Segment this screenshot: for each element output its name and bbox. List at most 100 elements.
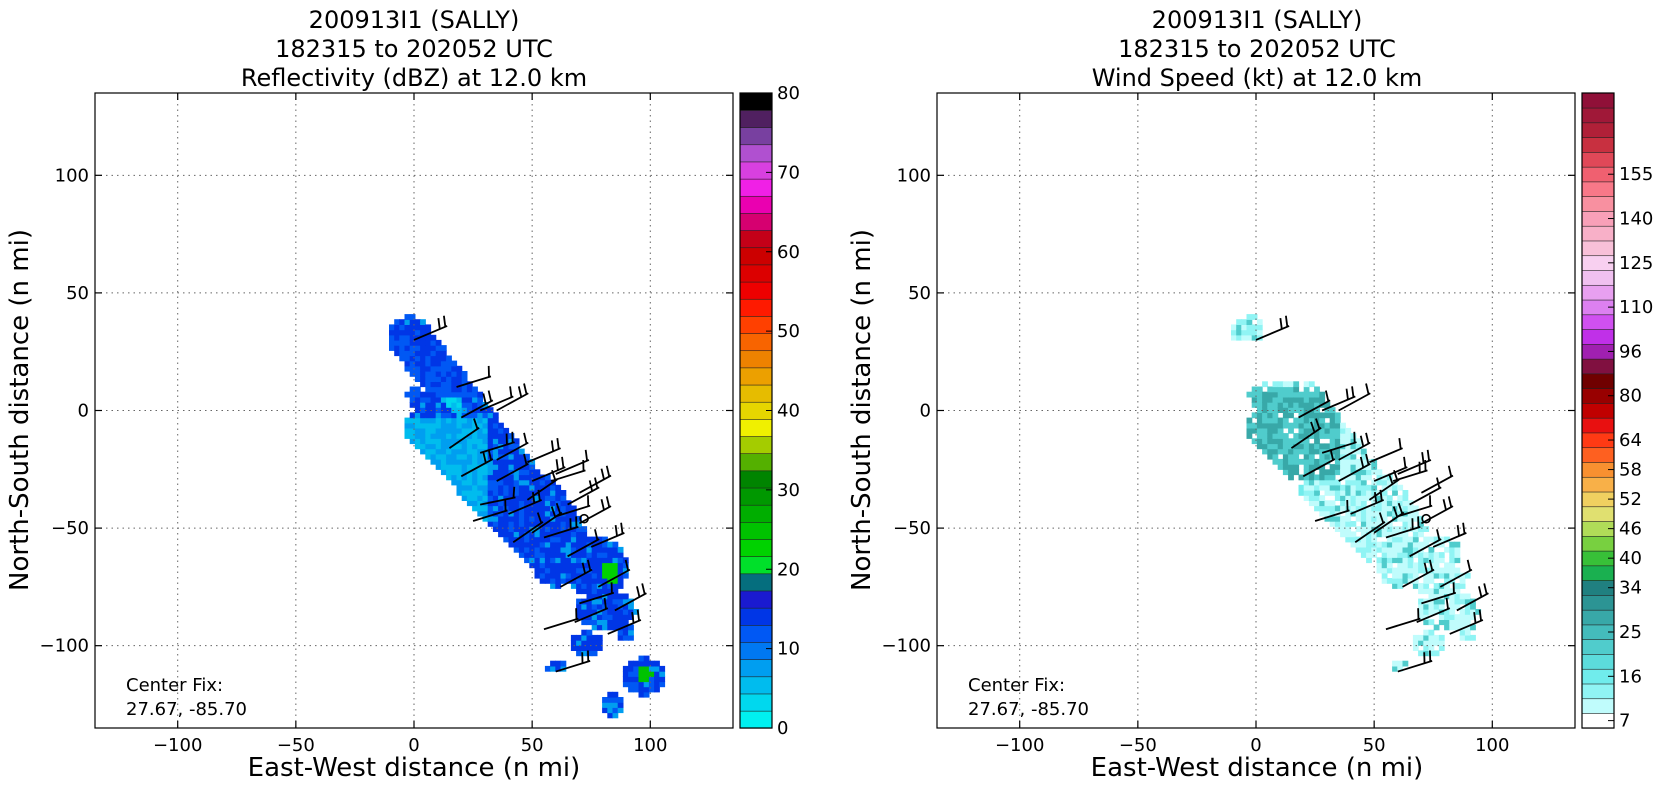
right-field-cell: [1355, 438, 1362, 445]
left-field-cell: [570, 536, 577, 543]
left-colorbar-bin: [739, 264, 773, 283]
left-field-cell: [529, 515, 536, 522]
left-field-cell: [409, 355, 416, 362]
left-field-cell: [477, 474, 484, 481]
left-field-cell: [586, 593, 593, 600]
left-field-cell: [612, 691, 619, 698]
left-field-cell: [482, 469, 489, 476]
right-field-cell: [1272, 417, 1279, 424]
left-field-cell: [492, 438, 499, 445]
left-wind-barb: [578, 465, 612, 494]
left-field-cell: [435, 412, 442, 419]
right-field-cell: [1371, 484, 1378, 491]
left-field-cell: [586, 557, 593, 564]
left-field-cell: [581, 640, 588, 646]
left-field-cell: [461, 448, 468, 455]
left-field-cell: [513, 526, 520, 532]
right-field-cell: [1298, 427, 1305, 434]
left-field-cell: [638, 665, 645, 672]
left-field-cell: [456, 386, 463, 393]
left-field-cell: [550, 526, 556, 532]
right-field-cell: [1251, 386, 1258, 393]
left-field-cell: [472, 464, 478, 470]
left-field-cell: [425, 350, 432, 357]
left-field-cell: [430, 350, 437, 357]
left-field-cell: [570, 546, 577, 553]
right-field-cell: [1407, 510, 1414, 517]
left-field-cell: [550, 567, 556, 574]
left-field-cell: [466, 443, 473, 450]
right-field-cell: [1407, 557, 1414, 564]
left-field-cell: [617, 567, 624, 574]
right-colorbar-tick-label: 155: [1619, 164, 1653, 185]
right-field-cell: [1360, 453, 1367, 460]
right-field-cell: [1288, 412, 1294, 419]
left-field-cell: [513, 438, 520, 445]
right-field-cell: [1319, 495, 1326, 501]
left-field-cell: [498, 531, 504, 538]
right-field-cell: [1246, 422, 1253, 429]
left-field-cell: [508, 464, 515, 470]
right-wind-barb: [1338, 432, 1371, 461]
left-wind-barb: [508, 489, 543, 515]
right-field-cell: [1376, 567, 1383, 574]
left-field-cell: [570, 557, 577, 564]
left-field-cell: [503, 448, 510, 455]
right-colorbar-tick-label: 16: [1619, 666, 1642, 687]
right-field-cell: [1288, 453, 1294, 460]
left-field-cell: [487, 458, 494, 465]
left-field-cell: [550, 546, 556, 553]
right-field-cell: [1402, 546, 1409, 553]
left-field-cell: [612, 712, 619, 719]
left-field-cell: [612, 598, 619, 605]
left-field-cell: [409, 339, 416, 346]
left-colorbar-bin: [739, 556, 773, 575]
right-field-cell: [1350, 464, 1357, 470]
left-field-cell: [555, 484, 562, 491]
right-field-cell: [1256, 324, 1263, 331]
left-field-cell: [389, 339, 395, 346]
left-field-cell: [482, 453, 489, 460]
left-field-cell: [451, 448, 458, 455]
left-field-cell: [529, 469, 536, 476]
right-field-cell: [1329, 438, 1336, 445]
left-colorbar-bin: [739, 435, 773, 454]
right-field-cell: [1303, 417, 1310, 424]
right-field-cell: [1366, 536, 1372, 543]
left-field-cell: [638, 655, 645, 662]
right-field-cell: [1288, 386, 1294, 393]
left-field-cell: [555, 495, 562, 501]
right-field-cell: [1423, 640, 1430, 646]
left-field-cell: [513, 479, 520, 486]
left-field-cell: [404, 422, 411, 429]
left-field-cell: [576, 588, 582, 595]
left-field-cell: [659, 665, 666, 672]
right-field-cell: [1459, 593, 1466, 600]
left-field-cell: [513, 495, 520, 501]
right-field-cell: [1308, 433, 1315, 439]
right-wind-barb: [1421, 582, 1457, 605]
right-field-cell: [1319, 427, 1326, 434]
left-field-cell: [539, 562, 546, 569]
left-field-cell: [555, 567, 562, 574]
right-field-cell: [1345, 510, 1352, 517]
left-field-cell: [425, 433, 432, 439]
left-field-cell: [524, 474, 530, 481]
left-field-cell: [565, 557, 572, 564]
right-field-cell: [1433, 567, 1440, 574]
right-field-cell: [1438, 588, 1445, 595]
right-field-cell: [1412, 567, 1419, 574]
left-field-cell: [602, 614, 608, 620]
right-field-cell: [1470, 634, 1476, 641]
right-field-cell: [1459, 578, 1466, 584]
left-field-cell: [451, 417, 458, 424]
left-field-cell: [503, 484, 510, 491]
left-field-cell: [591, 603, 598, 610]
left-colorbar-bin: [739, 521, 773, 540]
left-field-cell: [456, 490, 463, 496]
right-field-cell: [1402, 572, 1409, 579]
right-field-cell: [1418, 634, 1424, 641]
right-field-cell: [1464, 614, 1471, 620]
left-field-cell: [633, 609, 640, 615]
right-field-cell: [1334, 495, 1341, 501]
